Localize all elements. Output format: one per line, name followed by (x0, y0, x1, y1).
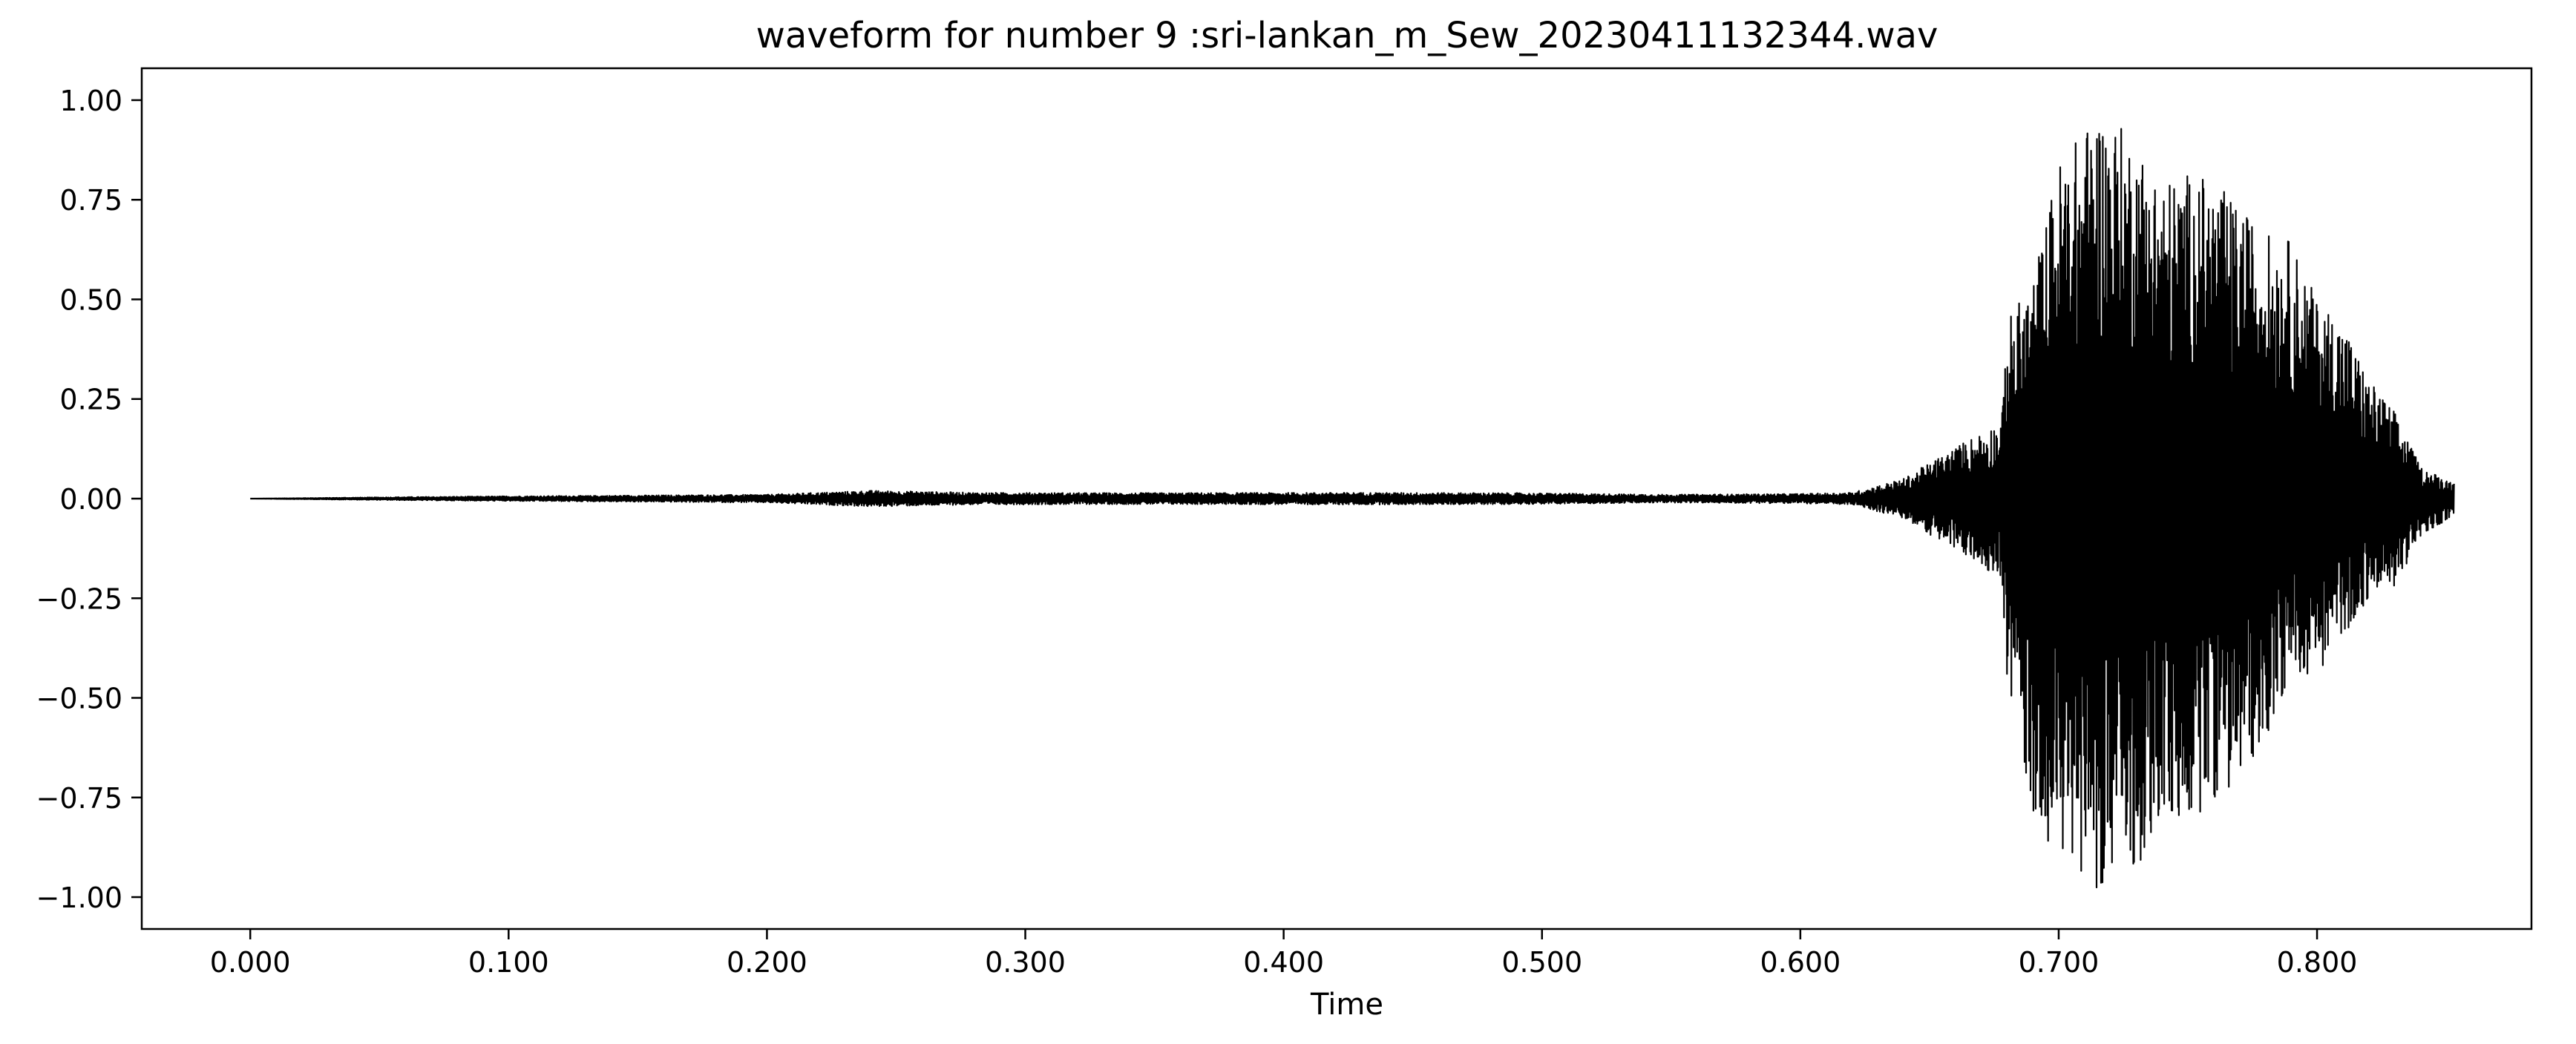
y-tick-label: 0.75 (59, 184, 122, 217)
x-tick-label: 0.300 (985, 946, 1066, 979)
y-axis: 1.00 0.75 0.50 0.25 0.00 −0.25 −0.50 −0.75 −1.00 (36, 85, 142, 914)
y-tick-label: 0.25 (59, 384, 122, 416)
chart-title: waveform for number 9 :sri-lankan_m_Sew_… (756, 15, 1938, 56)
y-tick-label: 0.50 (59, 283, 122, 316)
waveform-layer (249, 128, 2455, 889)
y-tick-label: −1.00 (36, 882, 122, 914)
plot-area (140, 67, 2533, 930)
x-tick-label: 0.000 (210, 946, 291, 979)
y-tick-label: −0.75 (36, 782, 122, 815)
x-tick-label: 0.500 (1501, 946, 1582, 979)
x-tick-label: 0.200 (727, 946, 807, 979)
y-tick-label: −0.50 (36, 683, 122, 715)
y-tick-label: −0.25 (36, 582, 122, 615)
waveform-line (249, 128, 2455, 889)
x-axis-label: Time (1310, 988, 1383, 1022)
x-tick-label: 0.100 (468, 946, 549, 979)
x-tick-label: 0.700 (2019, 946, 2100, 979)
x-tick-label: 0.600 (1760, 946, 1841, 979)
y-tick-label: 1.00 (59, 85, 122, 117)
x-axis: 0.000 0.100 0.200 0.300 0.400 0.500 0.600 0.700… (210, 929, 2358, 979)
x-tick-label: 0.400 (1243, 946, 1324, 979)
x-tick-label: 0.800 (2277, 946, 2358, 979)
y-tick-label: 0.00 (59, 483, 122, 516)
waveform-core (250, 335, 2454, 663)
